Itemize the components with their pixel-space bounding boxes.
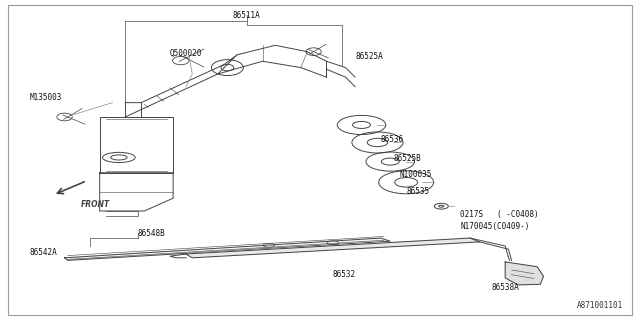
Text: N170045(C0409-): N170045(C0409-) bbox=[461, 222, 530, 231]
Text: 0217S   ( -C0408): 0217S ( -C0408) bbox=[461, 210, 539, 219]
Text: 86542A: 86542A bbox=[29, 248, 57, 257]
Text: FRONT: FRONT bbox=[81, 200, 110, 209]
Text: M135003: M135003 bbox=[29, 93, 62, 102]
Text: 86548B: 86548B bbox=[138, 229, 166, 238]
Text: 86525A: 86525A bbox=[355, 52, 383, 61]
Text: 86532: 86532 bbox=[333, 270, 356, 279]
Text: 86538A: 86538A bbox=[492, 283, 519, 292]
Text: 86511A: 86511A bbox=[233, 11, 260, 20]
Polygon shape bbox=[505, 262, 543, 285]
Text: 86525B: 86525B bbox=[394, 154, 421, 163]
Text: 86536: 86536 bbox=[381, 135, 404, 144]
Polygon shape bbox=[186, 238, 479, 258]
Text: 86535: 86535 bbox=[406, 188, 429, 196]
Text: Q500020: Q500020 bbox=[170, 49, 202, 58]
Text: N100035: N100035 bbox=[400, 170, 432, 179]
Text: A871001101: A871001101 bbox=[577, 301, 623, 310]
Polygon shape bbox=[65, 238, 390, 260]
